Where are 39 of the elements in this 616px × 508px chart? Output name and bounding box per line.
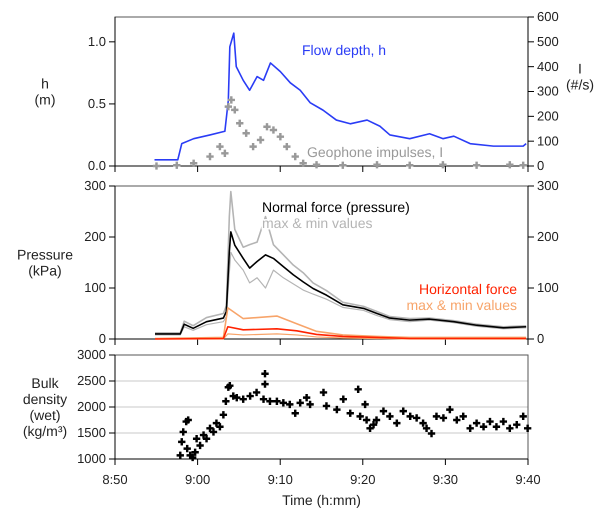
y2-tick-label: 200 bbox=[537, 108, 559, 124]
y2-tick-label: 400 bbox=[537, 58, 559, 74]
text: Normal force (pressure) bbox=[262, 199, 410, 215]
y-tick-label: 100 bbox=[84, 280, 106, 296]
y2-tick-label: 0 bbox=[537, 331, 544, 346]
y2-tick-label: 100 bbox=[537, 280, 559, 296]
y-tick-label: 200 bbox=[84, 229, 106, 244]
y-tick-label: 2500 bbox=[77, 373, 106, 388]
x-tick-label: 9:10 bbox=[268, 472, 293, 488]
y-tick-label: 0.0 bbox=[88, 158, 106, 174]
series-label: max & min values bbox=[406, 297, 517, 313]
y2-axis-title: I (#/s) bbox=[566, 60, 594, 92]
y-tick-label: 2000 bbox=[77, 399, 106, 414]
y2-tick-label: 300 bbox=[537, 84, 559, 99]
series-label: Geophone impulses, I bbox=[307, 144, 444, 160]
y2-tick-label: 500 bbox=[537, 34, 559, 49]
y2-tick-label: 600 bbox=[537, 9, 559, 24]
x-axis-title: Time (h:mm) bbox=[282, 492, 361, 508]
y-tick-label: 1500 bbox=[77, 425, 106, 440]
x-tick-label: 9:00 bbox=[184, 472, 210, 488]
y2-tick-label: 300 bbox=[537, 178, 559, 194]
text: Horizontal force bbox=[418, 281, 518, 297]
y2-tick-label: 100 bbox=[537, 133, 559, 148]
y-axis-title: Pressure (kPa) bbox=[16, 246, 74, 278]
y-tick-label: 3000 bbox=[77, 347, 106, 362]
y2-tick-label: 0 bbox=[537, 158, 544, 174]
series-label: Flow depth, h bbox=[302, 42, 386, 58]
y-axis-title: Bulk density (wet) (kg/m³) bbox=[22, 375, 68, 439]
y-tick-label: 300 bbox=[84, 178, 106, 194]
y-tick-label: 0 bbox=[98, 331, 106, 346]
y-axis-title: h (m) bbox=[34, 76, 56, 108]
y-tick-label: 1.0 bbox=[88, 34, 106, 49]
y-tick-label: 1000 bbox=[77, 451, 106, 466]
x-tick-label: 8:50 bbox=[102, 472, 128, 488]
y-tick-label: 0.5 bbox=[88, 96, 106, 112]
x-tick-label: 9:30 bbox=[432, 472, 458, 488]
x-tick-label: 9:20 bbox=[350, 472, 376, 488]
x-tick-label: 9:40 bbox=[515, 472, 541, 488]
y2-tick-label: 200 bbox=[537, 229, 559, 244]
